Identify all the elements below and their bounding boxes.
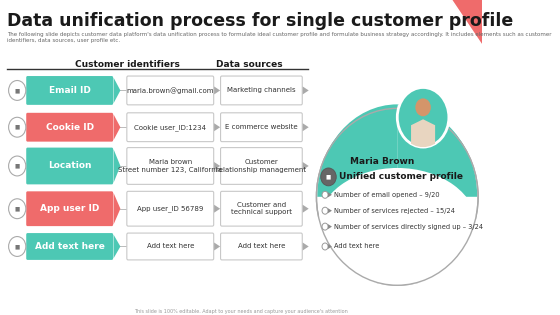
- Circle shape: [321, 168, 336, 186]
- Polygon shape: [451, 0, 482, 45]
- Text: App user_ID 56789: App user_ID 56789: [137, 205, 203, 212]
- Text: Data sources: Data sources: [216, 60, 283, 69]
- Text: Maria brown
Street number 123, California: Maria brown Street number 123, Californi…: [118, 159, 222, 173]
- FancyBboxPatch shape: [221, 76, 302, 105]
- Text: Number of email opened – 9/20: Number of email opened – 9/20: [334, 192, 439, 198]
- Text: Data unification process for single customer profile: Data unification process for single cust…: [7, 12, 513, 30]
- FancyBboxPatch shape: [26, 148, 113, 184]
- FancyBboxPatch shape: [26, 191, 113, 226]
- Circle shape: [8, 237, 26, 256]
- Polygon shape: [214, 162, 220, 170]
- Text: Add text here: Add text here: [147, 243, 194, 249]
- Polygon shape: [328, 208, 332, 213]
- Text: Cookie user_ID:1234: Cookie user_ID:1234: [134, 124, 206, 131]
- Text: Add text here: Add text here: [334, 243, 379, 249]
- Text: ■: ■: [15, 206, 20, 211]
- Polygon shape: [214, 243, 220, 250]
- FancyBboxPatch shape: [221, 233, 302, 260]
- Polygon shape: [114, 149, 120, 183]
- Text: Add text here: Add text here: [35, 242, 105, 251]
- FancyBboxPatch shape: [221, 148, 302, 184]
- Polygon shape: [114, 235, 120, 258]
- FancyBboxPatch shape: [221, 191, 302, 226]
- FancyBboxPatch shape: [26, 233, 113, 260]
- Polygon shape: [214, 87, 220, 94]
- Polygon shape: [114, 77, 120, 103]
- Polygon shape: [303, 87, 309, 94]
- Text: ■: ■: [15, 125, 20, 130]
- Polygon shape: [303, 243, 309, 250]
- Polygon shape: [303, 162, 309, 170]
- Text: Customer and
technical support: Customer and technical support: [231, 202, 292, 215]
- Polygon shape: [328, 244, 332, 249]
- Circle shape: [416, 98, 431, 116]
- Polygon shape: [411, 119, 435, 147]
- FancyBboxPatch shape: [127, 76, 214, 105]
- Wedge shape: [318, 104, 397, 197]
- Polygon shape: [328, 192, 332, 197]
- Text: ■: ■: [15, 163, 20, 169]
- Text: Unified customer profile: Unified customer profile: [339, 172, 463, 181]
- FancyBboxPatch shape: [26, 76, 113, 105]
- Text: The following slide depicts customer data platform's data unification process to: The following slide depicts customer dat…: [7, 32, 552, 43]
- Text: Cookie ID: Cookie ID: [45, 123, 94, 132]
- Circle shape: [8, 199, 26, 219]
- Text: E commerce website: E commerce website: [225, 124, 298, 130]
- Text: Email ID: Email ID: [49, 86, 91, 95]
- FancyBboxPatch shape: [127, 113, 214, 142]
- Text: Add text here: Add text here: [238, 243, 285, 249]
- Text: Number of services rejected – 15/24: Number of services rejected – 15/24: [334, 208, 455, 214]
- Ellipse shape: [316, 108, 478, 285]
- Text: Marketing channels: Marketing channels: [227, 88, 296, 94]
- Text: Location: Location: [48, 162, 91, 170]
- Ellipse shape: [318, 168, 477, 285]
- Polygon shape: [114, 114, 120, 140]
- FancyBboxPatch shape: [221, 113, 302, 142]
- Circle shape: [322, 223, 328, 230]
- Polygon shape: [303, 123, 309, 131]
- Circle shape: [322, 191, 328, 198]
- Text: Customer
relationship management: Customer relationship management: [216, 159, 306, 173]
- Circle shape: [322, 207, 328, 214]
- Polygon shape: [214, 205, 220, 213]
- Text: App user ID: App user ID: [40, 204, 99, 213]
- Text: ■: ■: [15, 88, 20, 93]
- Circle shape: [8, 156, 26, 176]
- Text: This slide is 100% editable. Adapt to your needs and capture your audience's att: This slide is 100% editable. Adapt to yo…: [134, 309, 348, 314]
- Circle shape: [8, 117, 26, 137]
- FancyBboxPatch shape: [127, 233, 214, 260]
- FancyBboxPatch shape: [26, 113, 113, 142]
- FancyBboxPatch shape: [127, 191, 214, 226]
- Text: maria.brown@gmail.com: maria.brown@gmail.com: [127, 87, 214, 94]
- Text: ■: ■: [15, 244, 20, 249]
- Wedge shape: [397, 104, 477, 197]
- Text: Maria Brown: Maria Brown: [349, 157, 414, 166]
- Polygon shape: [328, 224, 332, 229]
- Polygon shape: [114, 193, 120, 225]
- Polygon shape: [214, 123, 220, 131]
- Circle shape: [397, 88, 449, 147]
- Text: Customer identifiers: Customer identifiers: [75, 60, 180, 69]
- Circle shape: [322, 243, 328, 250]
- Circle shape: [8, 81, 26, 100]
- Text: ■: ■: [326, 175, 331, 180]
- Text: Number of services directly signed up – 3/24: Number of services directly signed up – …: [334, 224, 483, 230]
- Polygon shape: [303, 205, 309, 213]
- FancyBboxPatch shape: [127, 148, 214, 184]
